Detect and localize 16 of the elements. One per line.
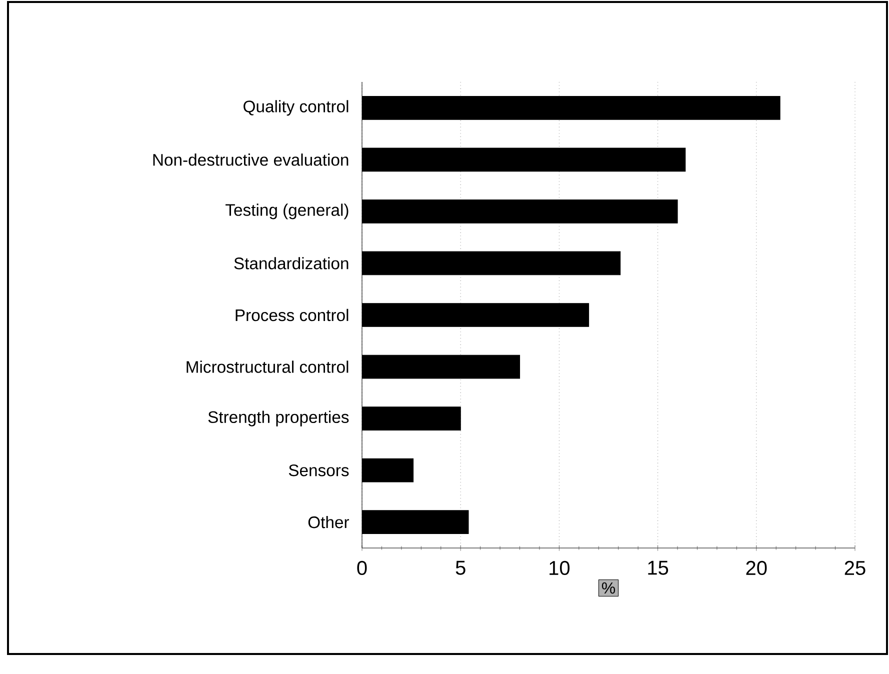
y-tick-label: Process control [236,308,348,322]
y-tick-label: Sensors [288,464,349,476]
y-tick-label: Other [308,516,350,528]
y-tick-label: Quality control [244,100,348,116]
x-tick-label: 15 [648,560,668,575]
x-tick-label: 20 [746,560,767,576]
x-axis-title: % [602,582,616,594]
y-tick-label: Non-destructive evaluation [153,154,348,166]
y-tick-label: Standardization [234,257,348,270]
x-tick-label: 0 [357,560,367,576]
x-tick-label: 10 [550,560,570,576]
x-tick-label: 25 [844,560,866,576]
y-tick-label: Microstructural control [186,360,348,373]
y-tick-label: Strength properties [208,410,349,426]
y-tick-label: Testing (general) [226,204,348,220]
x-tick-label: 5 [456,560,466,575]
